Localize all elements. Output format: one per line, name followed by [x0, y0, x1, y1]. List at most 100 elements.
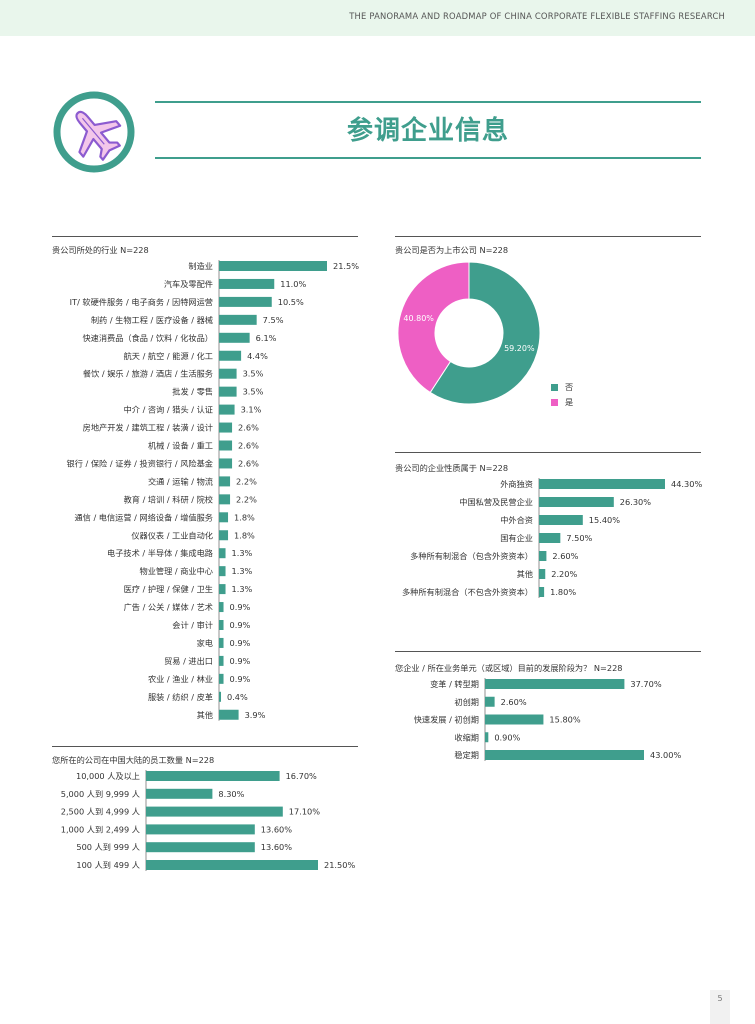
employees-value-label: 13.60% [261, 824, 292, 834]
industry-category-label: 家电 [197, 638, 213, 648]
industry-bar [219, 566, 226, 577]
ownership-category-label: 外商独资 [500, 479, 533, 489]
industry-category-label: 服装 / 纺织 / 皮革 [148, 692, 213, 702]
ownership-value-label: 26.30% [620, 497, 651, 507]
ownership-bar [539, 551, 547, 561]
industry-category-label: 批发 / 零售 [172, 387, 213, 397]
ownership-category-label: 多种所有制混合（不包含外资资本） [402, 587, 533, 597]
industry-category-label: 物业管理 / 商业中心 [140, 566, 213, 576]
industry-chart-title: 贵公司所处的行业 N=228 [52, 245, 149, 255]
ownership-value-label: 44.30% [671, 479, 702, 489]
stage-value-label: 37.70% [630, 679, 661, 689]
listed-slice [397, 261, 470, 394]
industry-category-label: 快速消费品（食品 / 饮料 / 化妆品） [82, 333, 213, 343]
industry-bar [219, 350, 242, 361]
legend-label-yes: 是 [565, 397, 574, 407]
industry-category-label: 制药 / 生物工程 / 医疗设备 / 器械 [91, 315, 213, 325]
ownership-chart-title: 贵公司的企业性质属于 N=228 [395, 463, 509, 473]
employees-category-label: 1,000 人到 2,499 人 [61, 824, 140, 834]
ownership-value-label: 2.20% [551, 569, 577, 579]
employees-chart-title: 您所在的公司在中国大陆的员工数量 N=228 [52, 755, 215, 765]
industry-bar [219, 296, 272, 307]
industry-value-label: 2.2% [236, 494, 257, 504]
page-number: 5 [717, 994, 723, 1003]
industry-category-label: 机械 / 设备 / 重工 [148, 441, 213, 451]
industry-value-label: 4.4% [247, 351, 268, 361]
stage-value-label: 43.00% [650, 750, 681, 760]
employees-bar [146, 842, 255, 853]
employees-bar [146, 788, 213, 799]
industry-category-label: 农业 / 渔业 / 林业 [148, 674, 213, 684]
industry-value-label: 1.8% [234, 512, 255, 522]
stage-bar [485, 750, 644, 760]
ownership-bar [539, 587, 545, 597]
ownership-value-label: 2.60% [552, 551, 578, 561]
ownership-category-label: 其他 [517, 569, 533, 579]
stage-bar [485, 732, 489, 743]
industry-value-label: 10.5% [278, 297, 304, 307]
industry-value-label: 3.9% [245, 710, 266, 720]
employees-bar [146, 824, 255, 835]
industry-bar [219, 440, 233, 451]
industry-value-label: 3.5% [243, 387, 264, 397]
industry-bar [219, 422, 233, 433]
industry-bar [219, 655, 224, 666]
industry-category-label: 银行 / 保险 / 证券 / 投资银行 / 风险基金 [67, 458, 213, 468]
ownership-bar [539, 533, 561, 543]
industry-bar [219, 512, 229, 523]
industry-bar [219, 673, 224, 684]
industry-category-label: 交通 / 运输 / 物流 [148, 476, 213, 486]
industry-bar [219, 386, 237, 397]
employees-chart-rule [52, 746, 358, 747]
listed-slice [429, 261, 541, 405]
employees-bar [146, 860, 318, 870]
industry-category-label: 汽车及零配件 [164, 279, 213, 289]
stage-bar [485, 696, 495, 707]
industry-category-label: 航天 / 航空 / 能源 / 化工 [124, 351, 213, 361]
industry-category-label: IT/ 软硬件服务 / 电子商务 / 因特网运营 [70, 297, 213, 307]
stage-value-label: 0.90% [494, 732, 520, 742]
industry-value-label: 1.3% [232, 548, 253, 558]
industry-bar [219, 278, 275, 289]
industry-value-label: 21.5% [333, 261, 359, 271]
ownership-bar [539, 479, 665, 489]
ownership-bar [539, 515, 583, 525]
industry-bar [219, 584, 226, 595]
industry-bar [219, 602, 224, 613]
employees-category-label: 500 人到 999 人 [76, 842, 140, 852]
industry-value-label: 11.0% [280, 279, 306, 289]
industry-value-label: 1.8% [234, 530, 255, 540]
industry-value-label: 0.9% [230, 620, 251, 630]
industry-bar [219, 368, 237, 379]
employees-category-label: 5,000 人到 9,999 人 [61, 789, 140, 799]
employees-value-label: 21.50% [324, 860, 355, 870]
ownership-bar [539, 569, 546, 579]
title-rule-bottom [155, 157, 701, 159]
industry-bar [219, 709, 239, 720]
industry-category-label: 电子技术 / 半导体 / 集成电路 [107, 548, 213, 558]
running-header-bar: THE PANORAMA AND ROADMAP OF CHINA CORPOR… [0, 0, 755, 36]
ownership-category-label: 中外合资 [500, 515, 533, 525]
listed-slice-label: 40.80% [403, 314, 434, 323]
stage-bar [485, 679, 625, 689]
industry-bar [219, 314, 257, 325]
industry-bar [219, 404, 235, 415]
industry-category-label: 中介 / 咨询 / 猎头 / 认证 [124, 405, 213, 415]
industry-value-label: 0.9% [230, 638, 251, 648]
legend-label-no: 否 [565, 382, 574, 392]
industry-category-label: 医疗 / 护理 / 保健 / 卫生 [124, 584, 213, 594]
title-rule-top [155, 101, 701, 103]
industry-bar [219, 476, 231, 487]
industry-category-label: 其他 [197, 710, 213, 720]
ownership-category-label: 中国私营及民营企业 [459, 497, 533, 507]
page-title: 参调企业信息 [346, 116, 509, 146]
employees-bar [146, 771, 280, 781]
running-header-title: THE PANORAMA AND ROADMAP OF CHINA CORPOR… [349, 11, 725, 21]
industry-value-label: 2.6% [238, 458, 259, 468]
ownership-value-label: 1.80% [550, 587, 576, 597]
employees-value-label: 16.70% [286, 771, 317, 781]
stage-chart-title: 您企业 / 所在业务单元（或区域）目前的发展阶段为？ N=228 [395, 663, 623, 673]
